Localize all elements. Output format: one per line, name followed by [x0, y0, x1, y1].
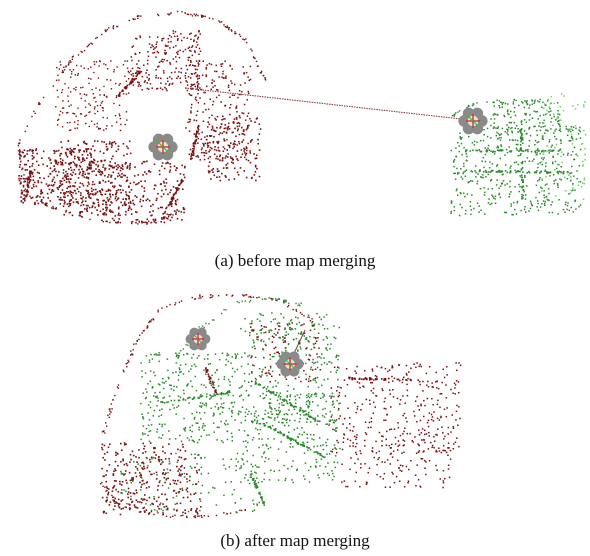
- map-after-merging: [100, 294, 462, 519]
- panel-after-merging: [0, 282, 590, 530]
- caption-after-merging: (b) after map merging: [220, 531, 370, 550]
- robot-icon-red-map: [276, 351, 304, 377]
- map-before-merging: [17, 10, 587, 225]
- robot-icon-red-map: [148, 133, 178, 161]
- robot-icon-green-map: [185, 327, 211, 351]
- robot-icon-green-map: [458, 107, 488, 135]
- robot-link-line: [184, 87, 471, 121]
- caption-before-merging: (a) before map merging: [214, 251, 376, 270]
- panel-before-merging: [0, 0, 590, 236]
